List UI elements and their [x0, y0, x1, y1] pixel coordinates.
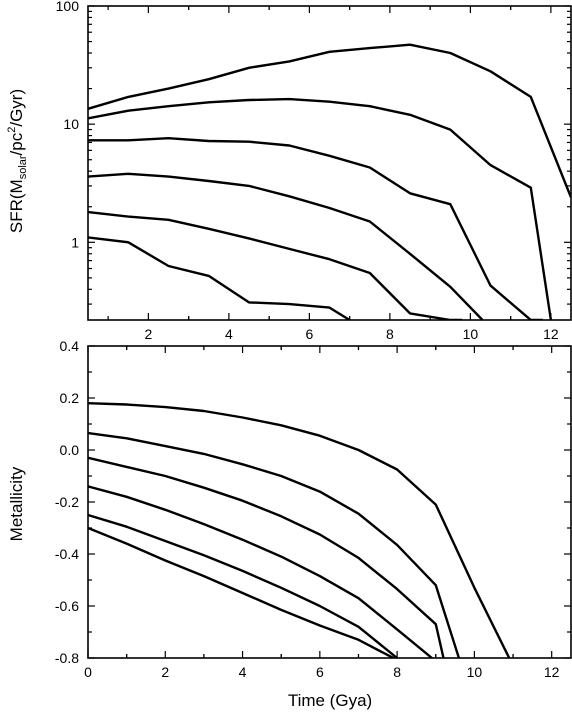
metallicity-series-line-6	[88, 526, 394, 658]
metallicity-y-tick-label: -0.2	[55, 494, 79, 510]
metallicity-x-tick-label: 4	[239, 664, 247, 680]
time-x-axis-label: Time (Gya)	[288, 691, 372, 710]
sfr-series-line-3	[88, 136, 543, 320]
sfr-y-tick-label: 10	[63, 116, 79, 132]
metallicity-x-tick-label: 2	[161, 664, 169, 680]
sfr-plot-frame	[87, 5, 572, 321]
sfr-series-line-6	[88, 236, 351, 320]
metallicity-ticks: 0 2 4 6 8 10 12 -0.8 -0.6 -0.4 -0.2 0.0 0.2 0.4	[55, 338, 571, 680]
metallicity-y-tick-label: -0.4	[55, 546, 79, 562]
metallicity-y-tick-label: 0.2	[60, 390, 80, 406]
sfr-x-tick-label: 12	[543, 326, 559, 342]
sfr-y-axis-label: SFR(Msolar/pc2/Gyr)	[6, 89, 29, 233]
sfr-ticks: 2 4 6 8 10 12 1 10 100	[56, 0, 571, 342]
metallicity-y-tick-label: 0.4	[60, 338, 80, 354]
metallicity-series-line-3	[88, 456, 445, 658]
metallicity-series-line-1	[88, 402, 511, 658]
metallicity-x-tick-label: 8	[393, 664, 401, 680]
metallicity-series-line-4	[88, 485, 433, 658]
metallicity-x-tick-label: 0	[84, 664, 92, 680]
sfr-ylabel-subscript: solar	[17, 155, 29, 179]
sfr-ylabel-superscript: 2	[6, 127, 18, 133]
sfr-x-tick-label: 10	[463, 326, 479, 342]
metallicity-y-tick-label: 0.0	[60, 442, 80, 458]
metallicity-series-line-5	[88, 513, 398, 658]
metallicity-x-tick-label: 6	[316, 664, 324, 680]
sfr-x-tick-label: 4	[225, 326, 233, 342]
sfr-ylabel-end: /Gyr)	[7, 89, 26, 127]
sfr-series-line-1	[88, 43, 571, 198]
sfr-y-tick-label: 1	[71, 234, 79, 250]
metallicity-y-axis-label: Metallicity	[7, 466, 26, 541]
metallicity-series-line-2	[88, 431, 461, 658]
metallicity-y-tick-label: -0.8	[55, 650, 79, 666]
metallicity-plot-frame	[87, 345, 572, 659]
metallicity-series	[88, 402, 511, 658]
sfr-y-tick-label: 100	[56, 0, 80, 14]
sfr-series-line-5	[88, 210, 463, 320]
sfr-series	[88, 43, 571, 320]
sfr-ylabel-main: SFR(M	[7, 179, 26, 233]
sfr-x-tick-label: 6	[305, 326, 313, 342]
sfr-x-tick-label: 8	[386, 326, 394, 342]
sfr-series-line-2	[88, 97, 553, 320]
metallicity-panel: 0 2 4 6 8 10 12 -0.8 -0.6 -0.4 -0.2 0.0 0.2 0.4 Metal…	[7, 338, 572, 710]
metallicity-x-tick-label: 10	[467, 664, 483, 680]
sfr-series-line-4	[88, 172, 484, 320]
sfr-ylabel-mid: /pc	[7, 132, 26, 155]
metallicity-x-tick-label: 12	[544, 664, 560, 680]
metallicity-y-tick-label: -0.6	[55, 598, 79, 614]
sfr-x-tick-label: 2	[144, 326, 152, 342]
